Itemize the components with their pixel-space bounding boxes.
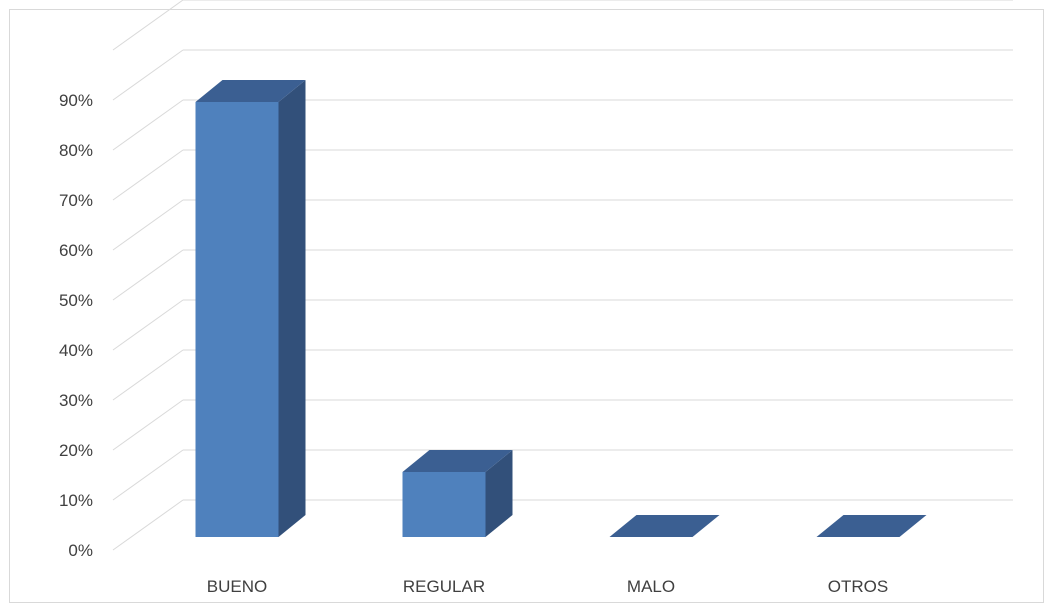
x-category-label: BUENO [207, 577, 267, 596]
y-tick-label: 0% [68, 541, 93, 560]
x-axis-category-labels: BUENO REGULAR MALO OTROS [207, 577, 888, 596]
bar-top [816, 515, 927, 537]
bar-side [278, 80, 306, 537]
y-tick-label: 40% [59, 341, 93, 360]
bar-front [402, 472, 486, 537]
gridline-side [112, 449, 184, 501]
gridline-side [112, 349, 184, 401]
y-tick-label: 50% [59, 291, 93, 310]
y-axis-tick-labels: 0% 10% 20% 30% 40% 50% 60% 70% 80% 90% [59, 91, 93, 560]
gridline-side [112, 49, 184, 101]
x-category-label: REGULAR [403, 577, 485, 596]
bar-malo [609, 515, 720, 537]
bar-top [402, 450, 513, 472]
bar-regular [402, 450, 513, 537]
gridline-side [112, 299, 184, 351]
gridline-side [112, 199, 184, 251]
bar-otros [816, 515, 927, 537]
x-category-label: MALO [627, 577, 675, 596]
gridline-side [112, 249, 184, 301]
bar-top [195, 80, 306, 102]
y-tick-label: 20% [59, 441, 93, 460]
y-tick-label: 60% [59, 241, 93, 260]
gridline-side [112, 499, 184, 551]
bar-front [195, 102, 279, 537]
y-tick-label: 80% [59, 141, 93, 160]
y-tick-label: 70% [59, 191, 93, 210]
y-tick-label: 10% [59, 491, 93, 510]
gridlines [112, 0, 1013, 551]
x-category-label: OTROS [828, 577, 888, 596]
bars [195, 80, 927, 537]
y-tick-label: 90% [59, 91, 93, 110]
bar-side [485, 450, 513, 537]
chart-frame [9, 9, 1044, 603]
y-tick-label: 30% [59, 391, 93, 410]
gridline-side [112, 0, 184, 51]
bar-bueno [195, 80, 306, 537]
gridline-side [112, 149, 184, 201]
bar-top [609, 515, 720, 537]
gridline-side [112, 399, 184, 451]
gridline-side [112, 99, 184, 151]
